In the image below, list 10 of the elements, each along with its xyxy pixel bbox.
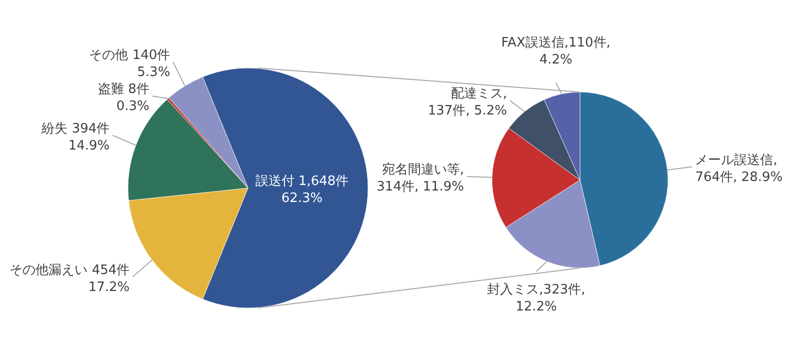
slice-label: 宛名間違い等, 314件, 11.9% [376, 161, 464, 194]
slice-label: FAX誤送信,110件, 4.2% [501, 36, 610, 68]
slice-label: 盗難 8件 0.3% [98, 82, 150, 114]
slice-label: 紛失 394件 14.9% [40, 121, 110, 154]
slice-label: 配達ミス, 137件, 5.2% [428, 86, 508, 119]
slice-label: メール誤送信, 764件, 28.9% [695, 152, 783, 185]
slice-label: 封入ミス,323件, 12.2% [487, 282, 586, 314]
slice-label: その他漏えい 454件 17.2% [10, 262, 130, 295]
slice-label: その他 140件 5.3% [89, 48, 170, 80]
slice-label: 誤送付 1,648件 62.3% [255, 174, 349, 206]
